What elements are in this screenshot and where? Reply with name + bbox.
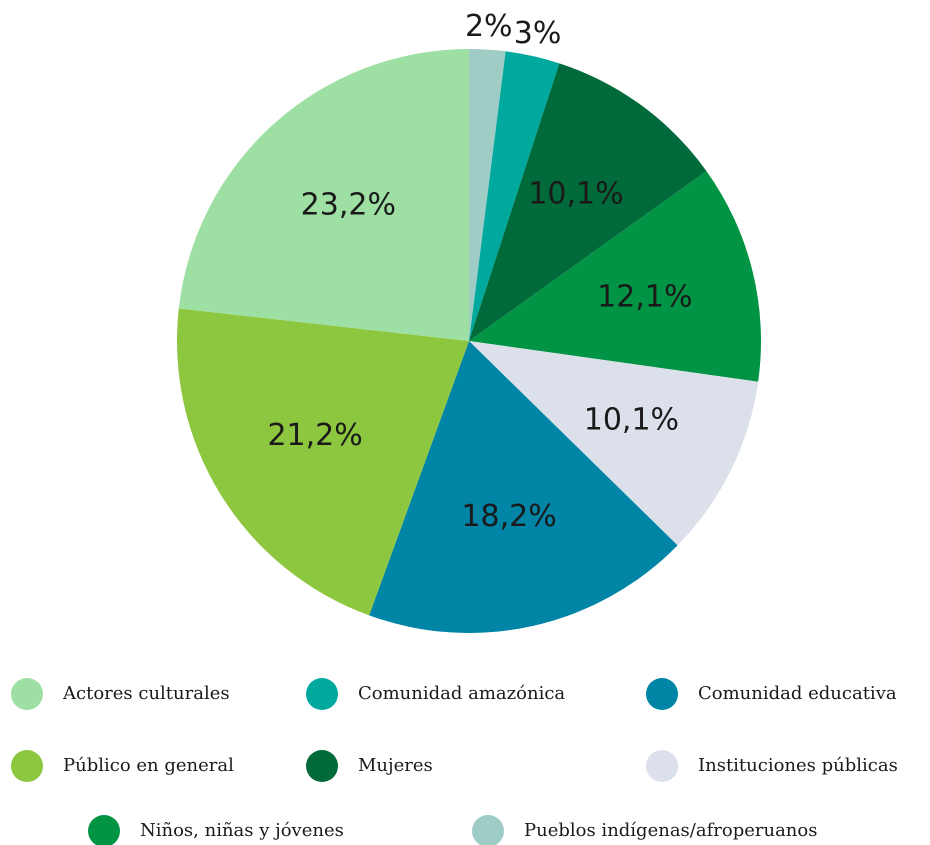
pie-slice: [178, 49, 469, 341]
pie-slice: [469, 171, 762, 382]
pie-slice: [177, 308, 469, 616]
data-label: 10,1%: [584, 402, 679, 437]
legend-label: Actores culturales: [62, 683, 230, 704]
data-label: 18,2%: [461, 499, 556, 534]
legend-label: Mujeres: [358, 755, 433, 776]
data-label: 3%: [514, 16, 562, 51]
data-label: 23,2%: [301, 188, 396, 223]
legend-swatch: [11, 750, 43, 782]
data-label: 10,1%: [528, 176, 623, 211]
pie-slice: [469, 341, 759, 546]
legend-swatch: [11, 678, 43, 710]
legend-swatch: [646, 750, 678, 782]
legend-swatch: [306, 678, 338, 710]
legend-label: Comunidad amazónica: [358, 683, 565, 704]
data-label: 12,1%: [597, 279, 692, 314]
pie-slice: [369, 341, 678, 634]
legend-swatch: [88, 815, 120, 845]
data-label: 2%: [465, 9, 513, 44]
legend-label: Instituciones públicas: [698, 755, 898, 776]
legend-label: Comunidad educativa: [698, 683, 897, 704]
legend-label: Niños, niñas y jóvenes: [140, 820, 344, 841]
legend-swatch: [306, 750, 338, 782]
pie-slice: [469, 49, 506, 341]
legend-label: Pueblos indígenas/afroperuanos: [524, 820, 817, 841]
pie-slice: [469, 51, 560, 341]
legend-swatch: [646, 678, 678, 710]
pie-slice: [469, 63, 707, 341]
legend-label: Público en general: [63, 755, 234, 776]
legend-swatch: [472, 815, 504, 845]
data-label: 21,2%: [267, 418, 362, 453]
